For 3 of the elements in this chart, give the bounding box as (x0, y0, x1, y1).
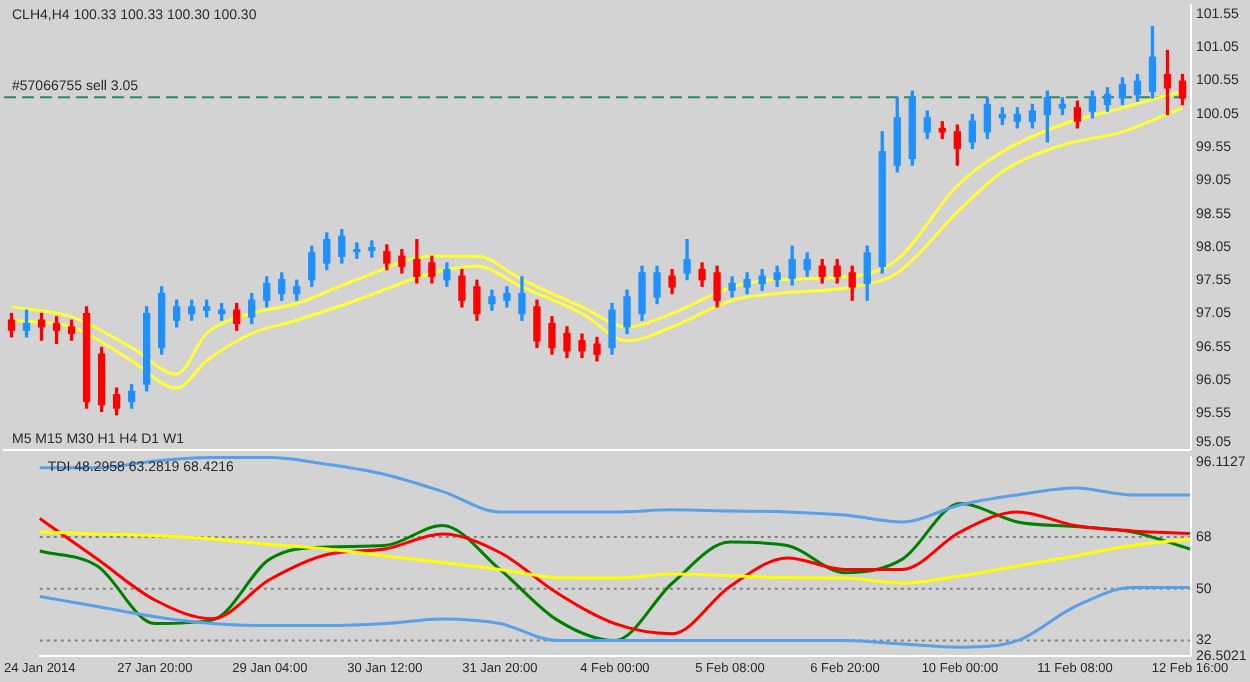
line-series (38, 586, 1192, 649)
line-series (38, 456, 1192, 524)
line-series (38, 530, 1192, 585)
